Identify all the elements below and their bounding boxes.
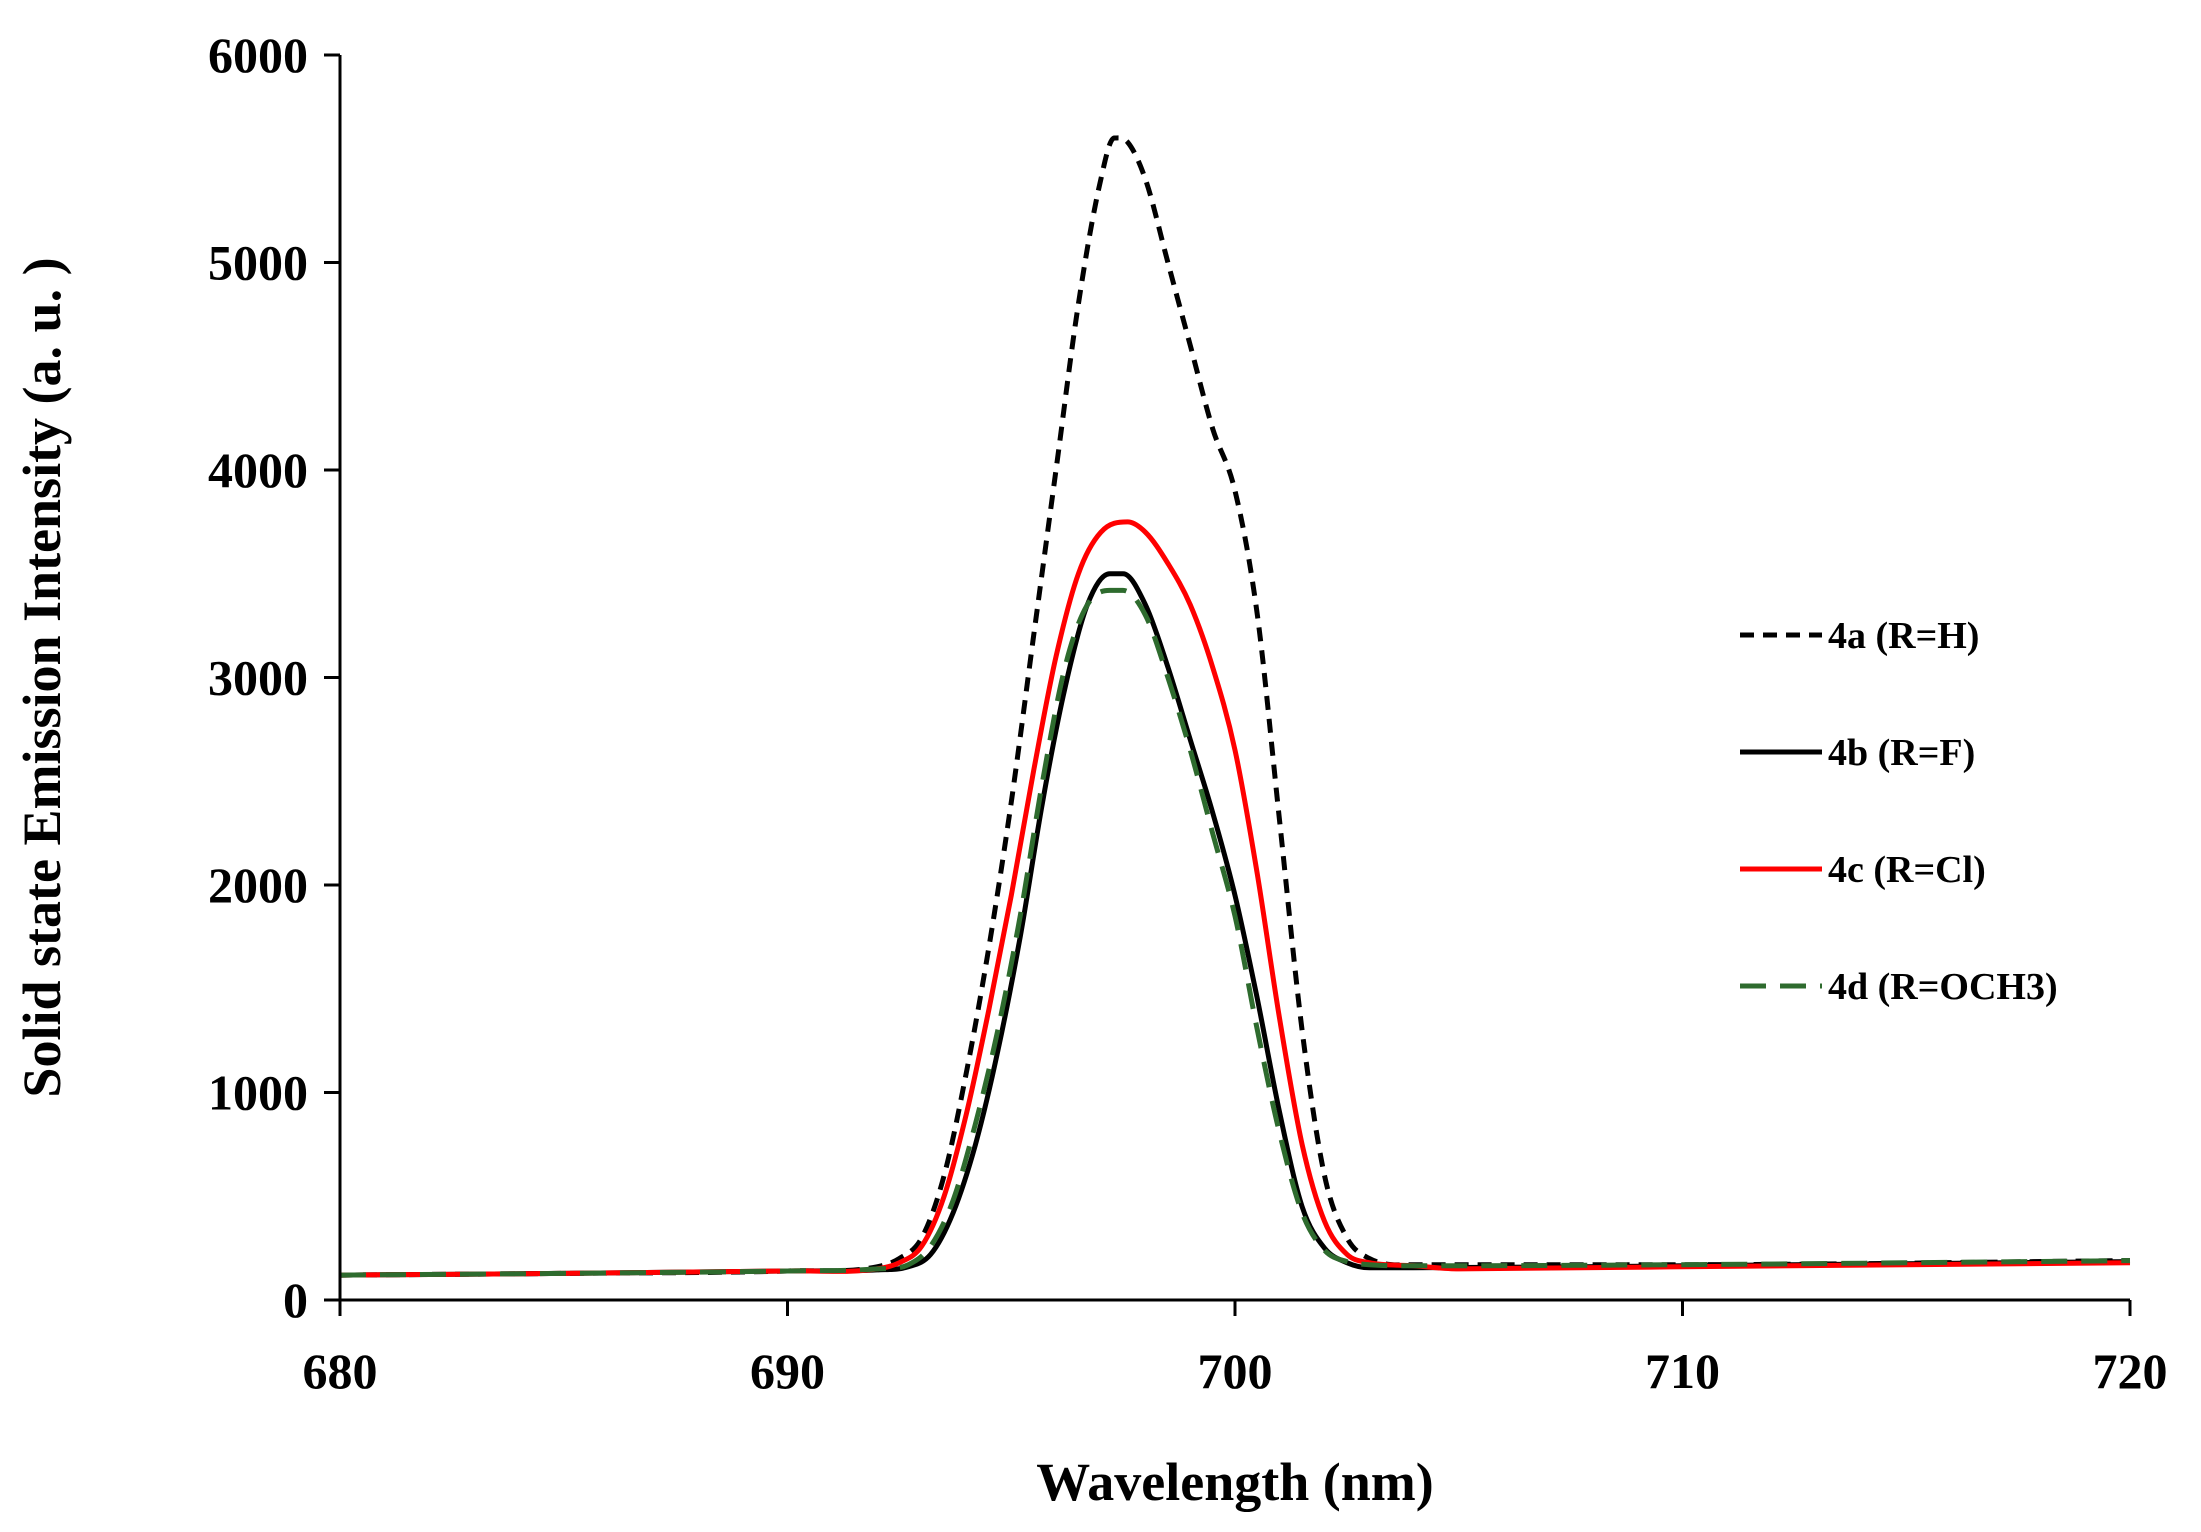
x-tick-label: 680 bbox=[303, 1343, 378, 1399]
x-tick-label: 710 bbox=[1645, 1343, 1720, 1399]
legend-label-2: 4b (R=F) bbox=[1828, 732, 1975, 774]
y-tick-label: 0 bbox=[283, 1272, 308, 1328]
x-tick-label: 690 bbox=[750, 1343, 825, 1399]
plot-area bbox=[339, 135, 2131, 1278]
y-axis-title: Solid state Emission Intensity (a. u. ) bbox=[12, 257, 72, 1097]
axes: 0 1000 2000 3000 4000 5000 6000 680 690 700 710 720… bbox=[12, 27, 2168, 1512]
x-tick-label: 700 bbox=[1198, 1343, 1273, 1399]
legend: 4a (R=H) 4b (R=F) 4c (R=Cl) 4d (R=OCH3) bbox=[1740, 615, 2058, 1008]
y-tick-label: 2000 bbox=[208, 857, 308, 913]
y-tick-label: 4000 bbox=[208, 442, 308, 498]
series-line-1 bbox=[339, 135, 2131, 1278]
legend-label-1: 4a (R=H) bbox=[1828, 615, 1979, 657]
y-tick-label: 5000 bbox=[208, 235, 308, 291]
y-tick-label: 1000 bbox=[208, 1065, 308, 1121]
x-axis-title: Wavelength (nm) bbox=[1036, 1452, 1434, 1512]
y-tick-label: 3000 bbox=[208, 650, 308, 706]
x-tick-label: 720 bbox=[2093, 1343, 2168, 1399]
series-line-4 bbox=[339, 587, 2131, 1278]
legend-label-4: 4d (R=OCH3) bbox=[1828, 966, 2058, 1008]
legend-label-3: 4c (R=Cl) bbox=[1828, 849, 1986, 891]
y-tick-label: 6000 bbox=[208, 27, 308, 83]
